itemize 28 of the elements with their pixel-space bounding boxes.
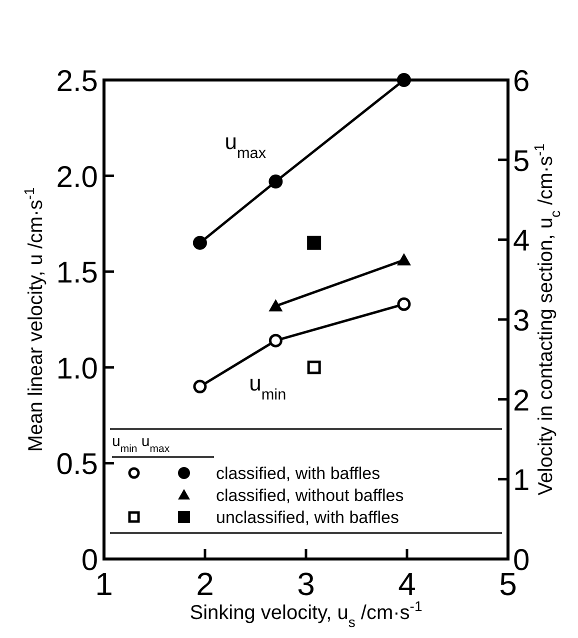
y2-tick-label: 5 bbox=[513, 144, 530, 178]
legend-label: classified, with baffles bbox=[216, 464, 380, 483]
y2-tick-label: 1 bbox=[513, 464, 530, 498]
point bbox=[397, 297, 411, 311]
point bbox=[396, 73, 411, 87]
legend-title: u$_{min}$ u$_{max}$ bbox=[112, 433, 170, 455]
y-tick-label: 2.5 bbox=[56, 65, 98, 98]
point bbox=[307, 360, 321, 374]
y2-tick-label: 4 bbox=[513, 224, 530, 258]
point bbox=[268, 334, 282, 348]
y-tick-label: 2.0 bbox=[56, 160, 98, 194]
annotation: u$_{min}$ bbox=[249, 370, 286, 403]
y2-tick-label: 0 bbox=[513, 544, 530, 577]
y2-tick-label: 2 bbox=[513, 384, 530, 418]
legend-label: classified, without baffles bbox=[216, 486, 404, 505]
y-tick-label: 1.5 bbox=[56, 256, 98, 290]
point bbox=[268, 174, 283, 189]
point bbox=[193, 380, 207, 394]
y2-tick-label: 6 bbox=[513, 65, 530, 98]
y-tick-label: 0.5 bbox=[56, 448, 98, 482]
legend-label: unclassified, with baffles bbox=[216, 508, 400, 527]
point bbox=[307, 236, 322, 250]
y2-tick-label: 3 bbox=[513, 304, 530, 338]
annotation: u$_{max}$ bbox=[224, 128, 266, 162]
point bbox=[192, 236, 207, 250]
y-tick-label: 1.0 bbox=[56, 352, 98, 386]
y-tick-label: 0 bbox=[81, 544, 98, 577]
x-tick-label: 1 bbox=[95, 566, 113, 602]
